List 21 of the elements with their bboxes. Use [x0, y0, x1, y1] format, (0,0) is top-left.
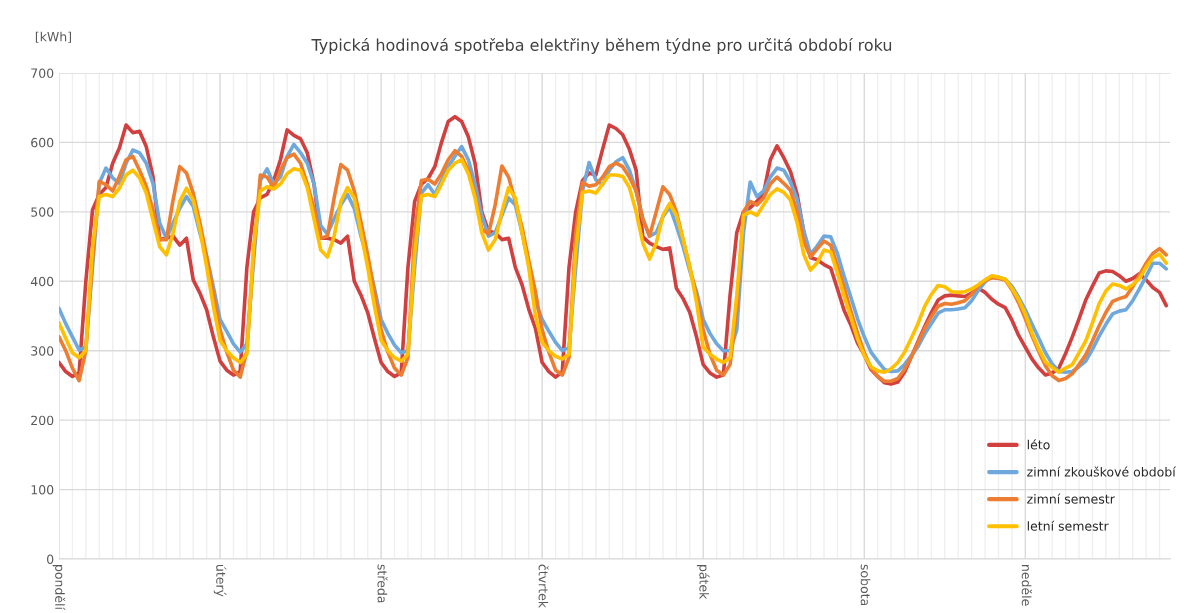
y-tick-label: 400 — [30, 276, 54, 287]
x-tick-label: pátek — [696, 565, 710, 600]
legend-label: letní semestr — [1027, 520, 1109, 531]
legend-label: léto — [1027, 439, 1050, 450]
y-tick-label: 700 — [31, 68, 54, 78]
x-tick-label: úterý — [213, 564, 227, 597]
chart-title: Typická hodinová spotřeba elektřiny během týdne pro určitá období roku — [311, 37, 892, 55]
x-tick-label: sobota — [860, 564, 871, 606]
y-tick-label: 200 — [31, 415, 54, 426]
legend-label: zimní semestr — [1027, 493, 1115, 504]
y-axis-title: [kWh] — [35, 31, 71, 43]
y-tick-label: 300 — [31, 346, 54, 356]
x-tick-label: čtvrtek — [538, 564, 549, 609]
legend-label: zimní zkouškové období — [1027, 466, 1177, 477]
x-tick-label: středa — [377, 564, 388, 603]
y-tick-label: 0 — [47, 554, 54, 564]
y-tick-label: 500 — [31, 207, 54, 217]
x-tick-label: pondělí — [52, 565, 66, 611]
y-tick-label: 100 — [31, 485, 54, 495]
y-tick-label: 600 — [31, 137, 54, 148]
x-tick-label: neděle — [1021, 565, 1032, 606]
